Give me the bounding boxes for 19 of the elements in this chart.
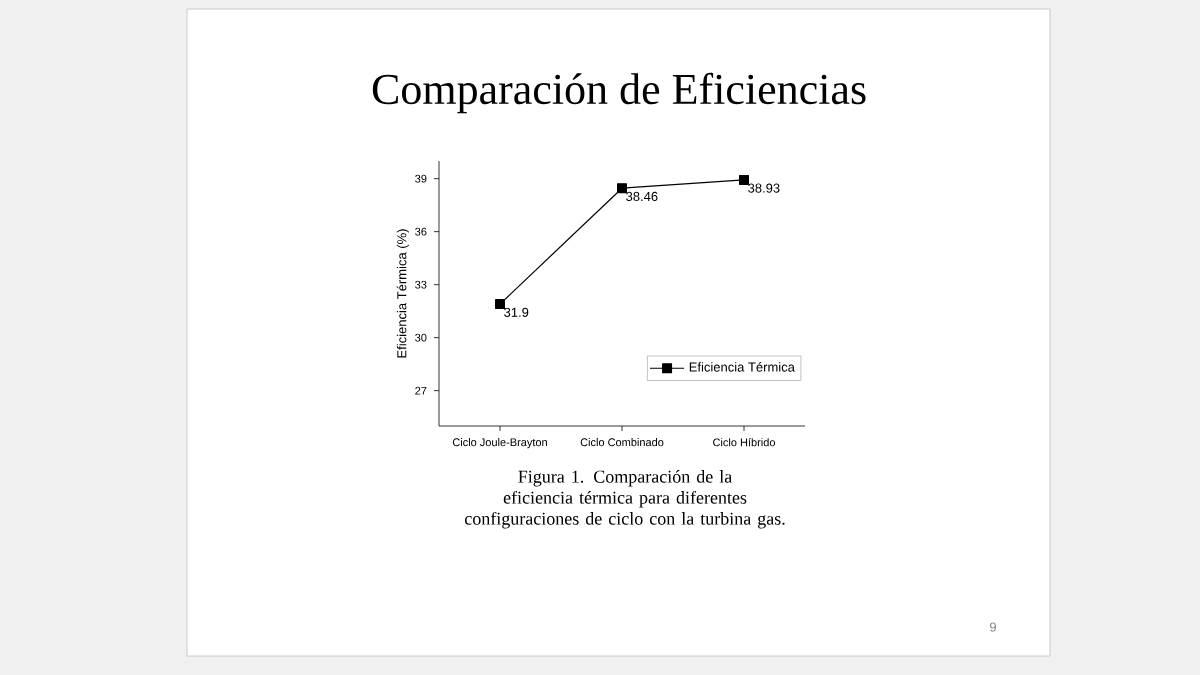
data-label: 31.9 [504, 307, 529, 317]
x-tick-label: Ciclo Joule-Brayton [452, 438, 547, 449]
text: Figura 1. Comparación de la eficiencia térmica para diferentes configuraciones de ciclo con la turbina gas. [465, 470, 785, 529]
x-tick-label: Ciclo Combinado [580, 438, 664, 447]
y-tick-label: 27 [415, 386, 427, 395]
y-tick-label: 36 [415, 227, 427, 236]
point [617, 183, 627, 194]
chart-title: Comparación de Eficiencias [372, 72, 866, 114]
legend-label: Eficiencia Térmica [689, 361, 795, 372]
data-label: 38.46 [626, 191, 658, 202]
point [495, 299, 506, 310]
data-label: 38.93 [748, 183, 780, 193]
y-tick-label: 30 [415, 333, 427, 342]
y-axis-title: Eficiencia Térmica (%) [396, 229, 409, 358]
y-tick-label: 39 [415, 174, 427, 183]
text: 9 [989, 622, 997, 632]
y-tick-label: 33 [415, 280, 427, 289]
point [739, 174, 749, 185]
x-tick-label: Ciclo Híbrido [713, 438, 775, 447]
